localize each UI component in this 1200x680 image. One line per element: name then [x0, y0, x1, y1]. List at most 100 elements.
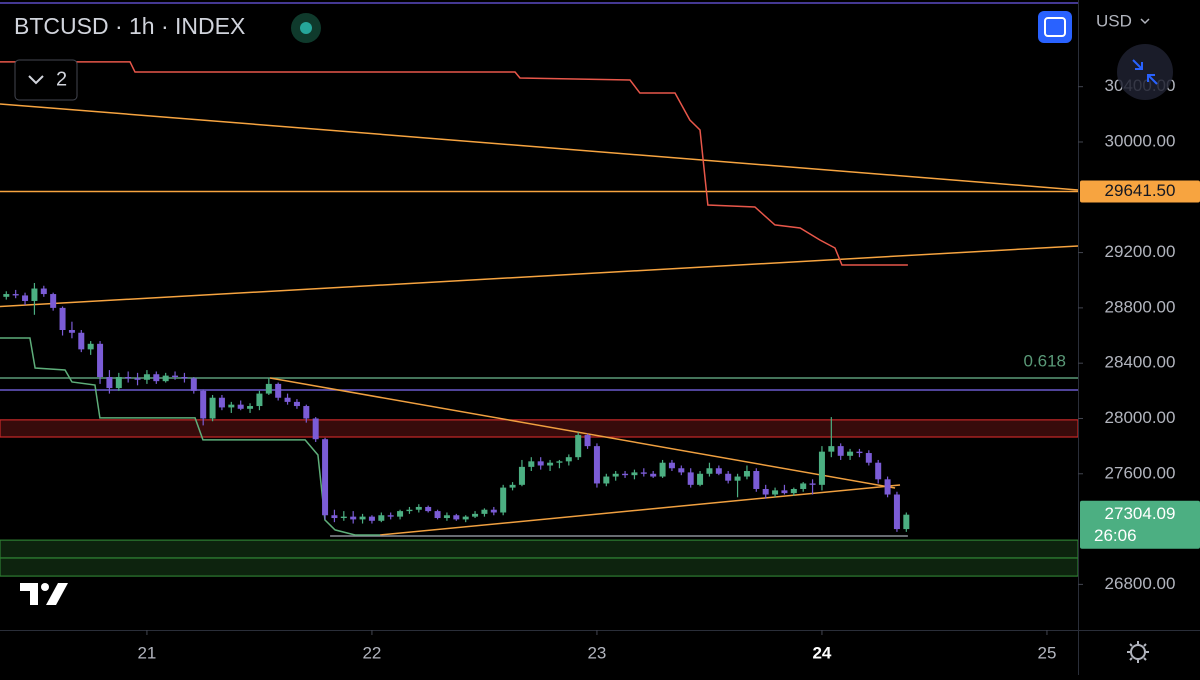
candle-body — [143, 374, 150, 380]
logo-part — [20, 583, 38, 605]
gear-icon — [1130, 644, 1146, 660]
candle-body — [800, 483, 807, 489]
candle-body — [584, 435, 591, 447]
candle-body — [734, 476, 741, 481]
candle-body — [378, 515, 385, 521]
indicator-count: 2 — [56, 68, 67, 90]
settings-button[interactable] — [1127, 641, 1149, 663]
y-tick-label: 27600.00 — [1105, 463, 1176, 482]
candle-body — [528, 461, 535, 467]
candle-body — [97, 343, 104, 378]
candle-body — [209, 397, 216, 419]
x-tick-label: 24 — [812, 643, 831, 662]
candle-body — [322, 439, 329, 516]
candle-body — [809, 483, 816, 485]
logo-part — [46, 583, 68, 605]
trend-line — [0, 245, 1078, 308]
collapse-button[interactable] — [1117, 44, 1173, 100]
candle-body — [687, 472, 694, 485]
candle-body — [772, 490, 779, 495]
candle-body — [762, 488, 769, 495]
candle-body — [200, 390, 207, 419]
collapse-icon — [1132, 59, 1158, 85]
candle-body — [903, 514, 910, 530]
countdown: 26:06 — [1094, 526, 1137, 545]
y-tick-label: 30000.00 — [1105, 131, 1176, 150]
last-price-box — [1080, 500, 1200, 549]
candle-body — [490, 509, 497, 513]
candle-body — [865, 453, 872, 463]
zone — [0, 419, 1078, 438]
fullscreen-button[interactable] — [1038, 11, 1072, 43]
candle-body — [425, 506, 432, 512]
candle-body — [575, 435, 582, 458]
candle-body — [790, 488, 797, 494]
x-tick-label: 21 — [137, 643, 156, 662]
zone — [0, 539, 1078, 559]
trend-line — [0, 61, 908, 266]
candle-body — [537, 461, 544, 466]
candle-body — [68, 330, 75, 333]
candle-body — [715, 468, 722, 474]
indicator-toggle[interactable] — [14, 59, 78, 101]
candle-body — [22, 295, 29, 301]
plot-area: 0.618 — [0, 61, 1078, 577]
candle-body — [612, 473, 619, 477]
candle-body — [275, 383, 282, 398]
candle-body — [31, 288, 38, 301]
candle-body — [228, 404, 235, 408]
candle-body — [781, 490, 788, 494]
candle-body — [181, 377, 188, 379]
currency[interactable]: USD — [1096, 11, 1132, 30]
trend-line — [269, 377, 896, 489]
candle-body — [415, 506, 422, 510]
candle-body — [303, 406, 310, 419]
candle-body — [331, 515, 338, 519]
trend-line — [0, 103, 1078, 191]
candle-body — [668, 462, 675, 469]
zone — [0, 557, 1078, 577]
candle-body — [875, 462, 882, 480]
trend-line — [379, 484, 901, 536]
candle-body — [115, 377, 122, 389]
price-label: 29641.50 — [1105, 181, 1176, 200]
candle-body — [293, 401, 300, 407]
candle-body — [443, 515, 450, 519]
candle-body — [753, 471, 760, 489]
level-label: 0.618 — [1023, 351, 1066, 370]
trend-line — [0, 337, 381, 536]
candle-body — [247, 406, 254, 409]
logo-part — [41, 583, 49, 591]
candle-body — [453, 515, 460, 520]
candle-body — [125, 377, 132, 379]
gear-teeth — [1127, 641, 1149, 663]
candle-body — [565, 457, 572, 462]
candle-body — [743, 471, 750, 477]
candle-body — [218, 397, 225, 408]
candle-body — [50, 294, 57, 308]
y-tick-label: 28800.00 — [1105, 297, 1176, 316]
candle-body — [256, 393, 263, 407]
candle-body — [603, 476, 610, 484]
candle-body — [434, 511, 441, 519]
candle-body — [828, 446, 835, 452]
symbol-title: BTCUSD · 1h · INDEX — [14, 13, 245, 39]
candle-body — [856, 451, 863, 454]
y-tick-label: 28400.00 — [1105, 353, 1176, 372]
candle-body — [106, 377, 113, 389]
candle-body — [659, 462, 666, 477]
candle-body — [406, 509, 413, 512]
candle-body — [12, 294, 19, 296]
candle-body — [893, 494, 900, 530]
candle-body — [706, 468, 713, 474]
candle-body — [556, 461, 563, 463]
candle-body — [153, 374, 160, 382]
last-price: 27304.09 — [1105, 504, 1176, 523]
candle-body — [265, 383, 272, 394]
axes: 30400.0030000.0029200.0028800.0028400.00… — [137, 76, 1200, 662]
candle-body — [481, 509, 488, 514]
candle-body — [547, 462, 554, 466]
x-tick-label: 23 — [587, 643, 606, 662]
candle-body — [462, 516, 469, 520]
